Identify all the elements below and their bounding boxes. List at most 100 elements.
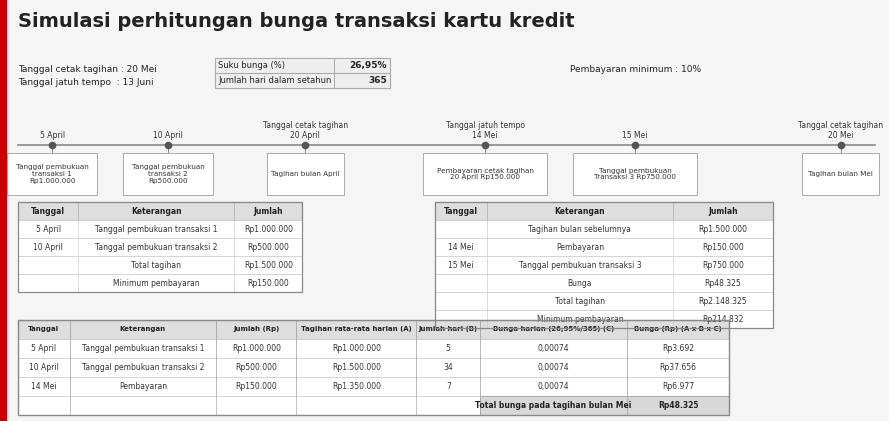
Text: Total tagihan: Total tagihan xyxy=(555,296,605,306)
FancyBboxPatch shape xyxy=(18,256,302,274)
FancyBboxPatch shape xyxy=(802,153,879,195)
FancyBboxPatch shape xyxy=(7,153,97,195)
FancyBboxPatch shape xyxy=(18,377,729,396)
Text: Rp1.000.000: Rp1.000.000 xyxy=(332,344,380,353)
Text: Tanggal pembukuan transaksi 1: Tanggal pembukuan transaksi 1 xyxy=(95,224,218,234)
Text: 0,00074: 0,00074 xyxy=(538,363,570,372)
Text: Tanggal pembukuan transaksi 1: Tanggal pembukuan transaksi 1 xyxy=(82,344,204,353)
Text: Jumlah: Jumlah xyxy=(253,206,283,216)
Text: 0,00074: 0,00074 xyxy=(538,344,570,353)
FancyBboxPatch shape xyxy=(423,153,548,195)
Text: Tanggal pembukuan
transaksi 2
Rp500.000: Tanggal pembukuan transaksi 2 Rp500.000 xyxy=(132,164,204,184)
Text: Tagihan bulan sebelumnya: Tagihan bulan sebelumnya xyxy=(528,224,631,234)
Text: Jumlah hari (B): Jumlah hari (B) xyxy=(419,327,478,333)
Text: Tanggal pembukuan transaksi 2: Tanggal pembukuan transaksi 2 xyxy=(95,242,218,251)
Text: Rp37.656: Rp37.656 xyxy=(660,363,697,372)
Text: 26,95%: 26,95% xyxy=(349,61,387,70)
FancyBboxPatch shape xyxy=(18,320,729,339)
Text: Tagihan rata-rata harian (A): Tagihan rata-rata harian (A) xyxy=(300,327,412,333)
Text: Rp500.000: Rp500.000 xyxy=(247,242,289,251)
FancyBboxPatch shape xyxy=(435,202,773,220)
FancyBboxPatch shape xyxy=(215,58,390,88)
FancyBboxPatch shape xyxy=(18,339,729,358)
Text: Tagihan bulan Mei: Tagihan bulan Mei xyxy=(808,171,873,177)
Text: Tanggal cetak tagihan : 20 Mei: Tanggal cetak tagihan : 20 Mei xyxy=(18,65,156,74)
FancyBboxPatch shape xyxy=(18,238,302,256)
FancyBboxPatch shape xyxy=(573,153,697,195)
Text: 34: 34 xyxy=(444,363,453,372)
Text: Rp1.500.000: Rp1.500.000 xyxy=(332,363,380,372)
Text: Simulasi perhitungan bunga transaksi kartu kredit: Simulasi perhitungan bunga transaksi kar… xyxy=(18,12,574,31)
FancyBboxPatch shape xyxy=(123,153,213,195)
Text: Tanggal pembukuan
transaksi 1
Rp1.000.000: Tanggal pembukuan transaksi 1 Rp1.000.00… xyxy=(16,164,89,184)
FancyBboxPatch shape xyxy=(435,220,773,238)
Text: Rp150.000: Rp150.000 xyxy=(247,279,289,288)
FancyBboxPatch shape xyxy=(215,73,390,88)
Text: 14 Mei: 14 Mei xyxy=(31,382,57,391)
Text: Rp214.832: Rp214.832 xyxy=(702,314,744,323)
Text: Minimum pembayaran: Minimum pembayaran xyxy=(113,279,199,288)
Text: Jumlah: Jumlah xyxy=(709,206,738,216)
FancyBboxPatch shape xyxy=(18,220,302,238)
Text: Pembayaran: Pembayaran xyxy=(119,382,167,391)
Text: Rp48.325: Rp48.325 xyxy=(658,401,699,410)
Text: 10 April: 10 April xyxy=(28,363,59,372)
FancyBboxPatch shape xyxy=(435,310,773,328)
Text: Keterangan: Keterangan xyxy=(131,206,181,216)
Text: Tanggal jatuh tempo
14 Mei: Tanggal jatuh tempo 14 Mei xyxy=(445,120,525,140)
Text: 365: 365 xyxy=(368,76,387,85)
Text: Rp1.350.000: Rp1.350.000 xyxy=(332,382,380,391)
Text: Keterangan: Keterangan xyxy=(120,327,166,333)
Text: Rp1.000.000: Rp1.000.000 xyxy=(232,344,281,353)
Text: 5 April: 5 April xyxy=(40,131,65,140)
FancyBboxPatch shape xyxy=(435,238,773,256)
Text: Jumlah hari dalam setahun: Jumlah hari dalam setahun xyxy=(218,76,332,85)
Text: Total bunga pada tagihan bulan Mei: Total bunga pada tagihan bulan Mei xyxy=(476,401,632,410)
Text: Pembayaran cetak tagihan
20 April Rp150.000: Pembayaran cetak tagihan 20 April Rp150.… xyxy=(436,168,533,181)
Text: Tanggal: Tanggal xyxy=(444,206,477,216)
Text: Rp150.000: Rp150.000 xyxy=(702,242,744,251)
FancyBboxPatch shape xyxy=(267,153,344,195)
FancyBboxPatch shape xyxy=(18,358,729,377)
Text: Tanggal pembukuan
Transaksi 3 Rp750.000: Tanggal pembukuan Transaksi 3 Rp750.000 xyxy=(594,168,676,181)
Text: 14 Mei: 14 Mei xyxy=(448,242,474,251)
Text: Keterangan: Keterangan xyxy=(555,206,605,216)
Text: 0,00074: 0,00074 xyxy=(538,382,570,391)
Text: Tanggal: Tanggal xyxy=(28,327,60,333)
Text: Rp750.000: Rp750.000 xyxy=(702,261,744,269)
Text: Rp1.500.000: Rp1.500.000 xyxy=(244,261,292,269)
Text: 7: 7 xyxy=(446,382,451,391)
Text: Total tagihan: Total tagihan xyxy=(132,261,181,269)
Text: Pembayaran: Pembayaran xyxy=(556,242,604,251)
Text: Tagihan bulan April: Tagihan bulan April xyxy=(271,171,340,177)
FancyBboxPatch shape xyxy=(18,202,302,220)
FancyBboxPatch shape xyxy=(18,396,480,415)
Text: Tanggal pembukuan transaksi 3: Tanggal pembukuan transaksi 3 xyxy=(518,261,641,269)
FancyBboxPatch shape xyxy=(435,274,773,292)
Text: Rp150.000: Rp150.000 xyxy=(236,382,277,391)
Text: Bunga: Bunga xyxy=(568,279,592,288)
FancyBboxPatch shape xyxy=(18,274,302,292)
FancyBboxPatch shape xyxy=(435,256,773,274)
Text: Minimum pembayaran: Minimum pembayaran xyxy=(537,314,623,323)
Text: Rp1.000.000: Rp1.000.000 xyxy=(244,224,292,234)
Text: Rp500.000: Rp500.000 xyxy=(236,363,277,372)
Text: 15 Mei: 15 Mei xyxy=(622,131,648,140)
Text: Rp48.325: Rp48.325 xyxy=(705,279,741,288)
Text: 15 Mei: 15 Mei xyxy=(448,261,474,269)
Text: Tanggal cetak tagihan
20 April: Tanggal cetak tagihan 20 April xyxy=(262,120,348,140)
Text: Tanggal cetak tagihan
20 Mei: Tanggal cetak tagihan 20 Mei xyxy=(798,120,884,140)
Text: Suku bunga (%): Suku bunga (%) xyxy=(218,61,285,70)
Text: Rp2.148.325: Rp2.148.325 xyxy=(699,296,748,306)
Text: 5 April: 5 April xyxy=(36,224,60,234)
FancyBboxPatch shape xyxy=(480,396,729,415)
FancyBboxPatch shape xyxy=(435,292,773,310)
Text: Tanggal pembukuan transaksi 2: Tanggal pembukuan transaksi 2 xyxy=(82,363,204,372)
Text: Bunga harian (26,95%/365) (C): Bunga harian (26,95%/365) (C) xyxy=(493,327,614,333)
Text: 10 April: 10 April xyxy=(33,242,63,251)
Text: Rp1.500.000: Rp1.500.000 xyxy=(699,224,748,234)
Text: Rp3.692: Rp3.692 xyxy=(662,344,694,353)
Text: Bunga (Rp) (A x B x C): Bunga (Rp) (A x B x C) xyxy=(634,327,722,333)
Text: Tanggal: Tanggal xyxy=(31,206,65,216)
Text: 10 April: 10 April xyxy=(153,131,183,140)
